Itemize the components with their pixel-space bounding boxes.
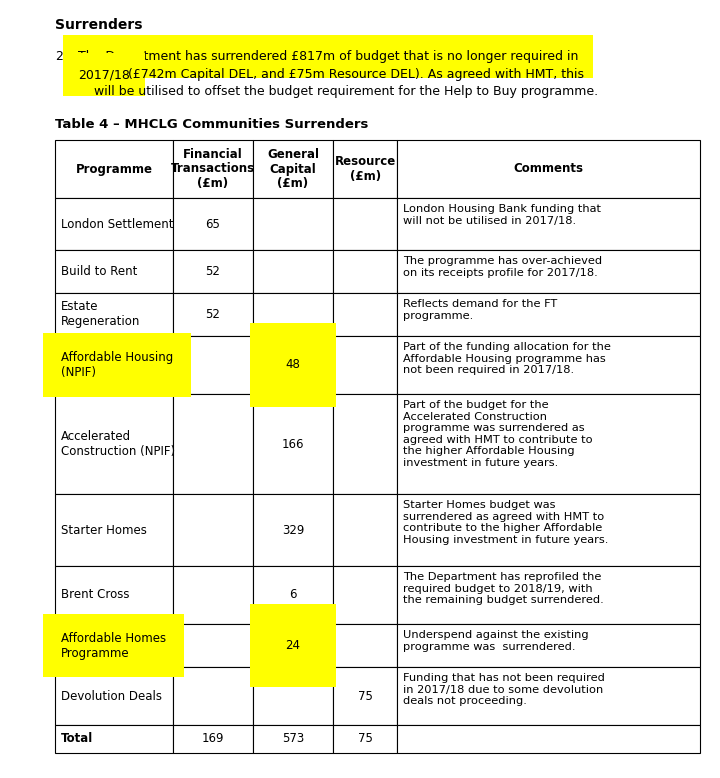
Text: Estate
Regeneration: Estate Regeneration xyxy=(61,300,140,328)
Text: Accelerated
Construction (NPIF): Accelerated Construction (NPIF) xyxy=(61,430,175,458)
Bar xyxy=(397,394,700,494)
Text: Brent Cross: Brent Cross xyxy=(61,588,130,601)
Bar xyxy=(333,394,397,494)
Text: 52: 52 xyxy=(206,308,220,321)
Bar xyxy=(55,494,173,566)
Bar xyxy=(333,198,397,250)
Bar xyxy=(253,494,333,566)
Bar xyxy=(253,566,333,624)
Bar xyxy=(173,336,253,394)
Text: Funding that has not been required
in 2017/18 due to some devolution
deals not p: Funding that has not been required in 20… xyxy=(403,673,606,706)
Bar xyxy=(55,198,173,250)
Text: Surrenders: Surrenders xyxy=(55,18,143,32)
Text: 6: 6 xyxy=(289,588,297,601)
Text: Table 4 – MHCLG Communities Surrenders: Table 4 – MHCLG Communities Surrenders xyxy=(55,118,369,131)
Bar xyxy=(253,250,333,293)
Bar xyxy=(397,566,700,624)
Bar xyxy=(397,624,700,667)
Bar xyxy=(333,494,397,566)
Bar xyxy=(173,250,253,293)
Bar xyxy=(333,566,397,624)
Bar xyxy=(397,725,700,753)
Bar xyxy=(173,725,253,753)
Bar xyxy=(173,198,253,250)
Bar xyxy=(55,624,173,667)
Text: 2017/18: 2017/18 xyxy=(78,68,130,81)
Text: 75: 75 xyxy=(358,733,373,745)
Text: The Department has reprofiled the
required budget to 2018/19, with
the remaining: The Department has reprofiled the requir… xyxy=(403,572,604,605)
Text: Reflects demand for the FT
programme.: Reflects demand for the FT programme. xyxy=(403,299,558,321)
Text: 48: 48 xyxy=(286,359,300,372)
Bar xyxy=(397,336,700,394)
Text: Part of the funding allocation for the
Affordable Housing programme has
not been: Part of the funding allocation for the A… xyxy=(403,342,611,375)
Text: Starter Homes: Starter Homes xyxy=(61,524,147,537)
Text: 573: 573 xyxy=(282,733,304,745)
Bar xyxy=(55,566,173,624)
Bar xyxy=(253,140,333,198)
Bar xyxy=(173,140,253,198)
Bar xyxy=(333,667,397,725)
Text: 166: 166 xyxy=(282,437,305,450)
Bar xyxy=(253,293,333,336)
Bar xyxy=(397,667,700,725)
Bar xyxy=(253,667,333,725)
Bar xyxy=(397,494,700,566)
Text: London Settlement: London Settlement xyxy=(61,218,174,230)
Text: The programme has over-achieved
on its receipts profile for 2017/18.: The programme has over-achieved on its r… xyxy=(403,256,603,278)
Text: Resource
(£m): Resource (£m) xyxy=(335,155,396,183)
Bar xyxy=(55,725,173,753)
Bar xyxy=(55,667,173,725)
Text: (£742m Capital DEL, and £75m Resource DEL). As agreed with HMT, this: (£742m Capital DEL, and £75m Resource DE… xyxy=(124,68,584,81)
Text: Programme: Programme xyxy=(76,163,153,176)
Bar xyxy=(333,293,397,336)
Text: Total: Total xyxy=(61,733,94,745)
Text: 52: 52 xyxy=(206,265,220,278)
Bar xyxy=(55,293,173,336)
Text: 169: 169 xyxy=(202,733,224,745)
Text: Part of the budget for the
Accelerated Construction
programme was surrendered as: Part of the budget for the Accelerated C… xyxy=(403,400,593,468)
Bar xyxy=(173,394,253,494)
Bar xyxy=(253,336,333,394)
Text: Financial
Transactions
(£m): Financial Transactions (£m) xyxy=(171,148,255,191)
Bar xyxy=(55,336,173,394)
Bar xyxy=(333,140,397,198)
Bar xyxy=(333,725,397,753)
Text: Starter Homes budget was
surrendered as agreed with HMT to
contribute to the hig: Starter Homes budget was surrendered as … xyxy=(403,500,609,545)
Bar xyxy=(333,250,397,293)
Text: Devolution Deals: Devolution Deals xyxy=(61,689,162,703)
Text: Comments: Comments xyxy=(514,163,584,176)
Bar xyxy=(55,394,173,494)
Text: Affordable Homes
Programme: Affordable Homes Programme xyxy=(61,632,166,660)
Text: 24: 24 xyxy=(286,639,300,652)
Bar xyxy=(397,140,700,198)
Bar xyxy=(253,624,333,667)
Text: 20.: 20. xyxy=(55,50,75,63)
Text: Affordable Housing
(NPIF): Affordable Housing (NPIF) xyxy=(61,351,174,379)
Text: 329: 329 xyxy=(282,524,304,537)
Bar xyxy=(173,293,253,336)
Bar xyxy=(397,198,700,250)
Text: 65: 65 xyxy=(206,218,220,230)
Bar xyxy=(333,336,397,394)
Bar xyxy=(173,566,253,624)
Text: London Housing Bank funding that
will not be utilised in 2017/18.: London Housing Bank funding that will no… xyxy=(403,204,601,226)
Bar xyxy=(55,140,173,198)
Text: Build to Rent: Build to Rent xyxy=(61,265,138,278)
Bar xyxy=(397,250,700,293)
Bar xyxy=(397,293,700,336)
Bar xyxy=(253,198,333,250)
Text: The Department has surrendered £817m of budget that is no longer required in: The Department has surrendered £817m of … xyxy=(78,50,578,63)
Text: will be utilised to offset the budget requirement for the Help to Buy programme.: will be utilised to offset the budget re… xyxy=(78,85,598,98)
Text: Underspend against the existing
programme was  surrendered.: Underspend against the existing programm… xyxy=(403,630,589,652)
Bar xyxy=(55,250,173,293)
Text: 75: 75 xyxy=(358,689,373,703)
Bar xyxy=(173,624,253,667)
Text: General
Capital
(£m): General Capital (£m) xyxy=(267,148,319,191)
Bar xyxy=(253,394,333,494)
Bar xyxy=(253,725,333,753)
Bar xyxy=(173,494,253,566)
Bar xyxy=(173,667,253,725)
Bar xyxy=(333,624,397,667)
